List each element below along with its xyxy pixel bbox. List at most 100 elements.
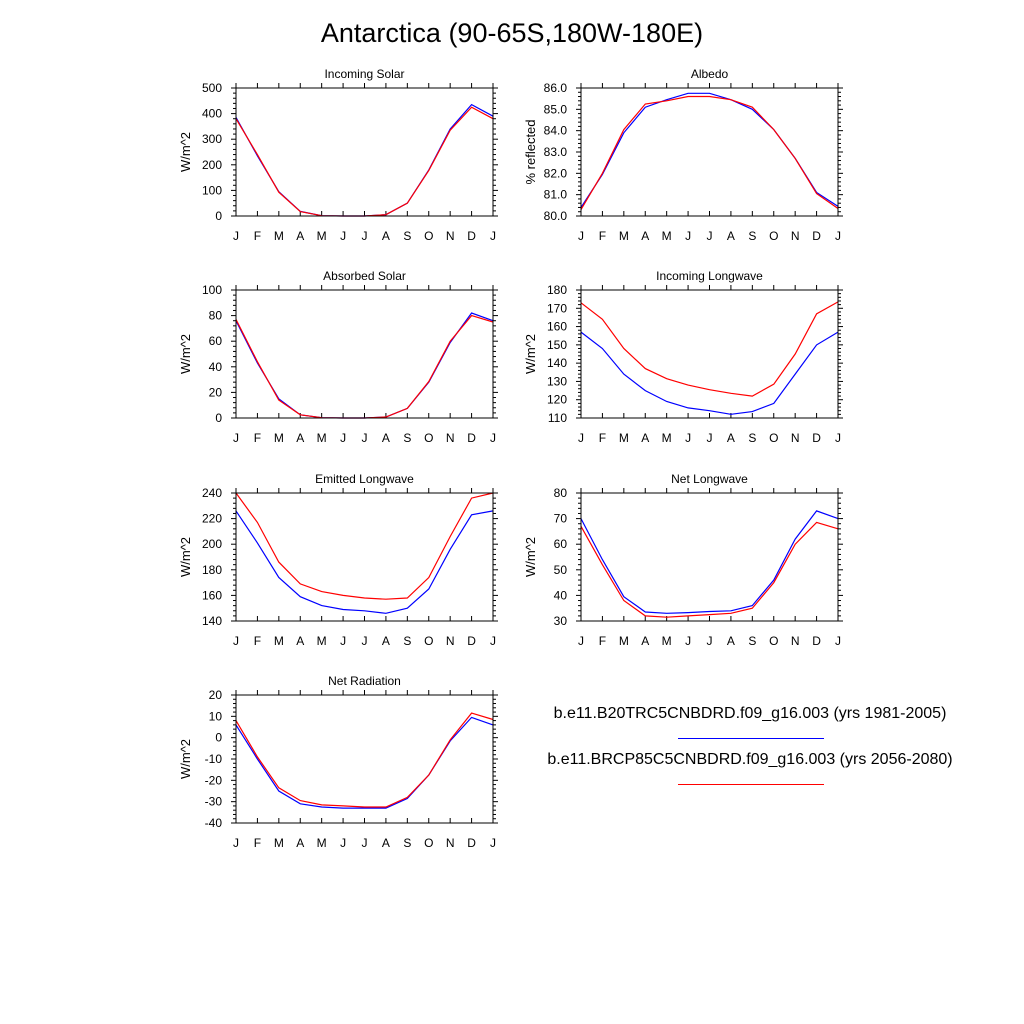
- y-tick-label: 140: [547, 356, 567, 370]
- series-line-case1: [580, 510, 839, 614]
- y-tick-label: 80.0: [544, 209, 568, 223]
- y-tick-label: 180: [547, 283, 567, 297]
- x-tick-label: J: [362, 836, 368, 850]
- x-tick-label: S: [748, 634, 756, 648]
- x-tick-label: M: [317, 229, 327, 243]
- x-tick-label: S: [403, 431, 411, 445]
- plot-frame: [235, 492, 494, 622]
- y-tick-label: 85.0: [544, 102, 568, 116]
- plot-frame: [580, 87, 839, 217]
- x-tick-label: J: [490, 634, 496, 648]
- x-tick-label: A: [382, 431, 390, 445]
- x-tick-label: F: [254, 634, 261, 648]
- x-tick-label: F: [599, 431, 606, 445]
- x-tick-label: J: [578, 634, 584, 648]
- y-tick-label: 300: [202, 132, 222, 146]
- panel-title: Net Radiation: [328, 674, 401, 688]
- panel-title: Absorbed Solar: [323, 269, 406, 283]
- x-tick-label: M: [662, 229, 672, 243]
- x-tick-label: N: [446, 431, 455, 445]
- y-tick-label: 83.0: [544, 145, 568, 159]
- y-tick-label: 40: [209, 360, 223, 374]
- x-tick-label: J: [233, 634, 239, 648]
- x-tick-label: F: [254, 836, 261, 850]
- x-tick-label: J: [362, 634, 368, 648]
- x-tick-label: J: [707, 431, 713, 445]
- y-tick-label: 180: [202, 563, 222, 577]
- plot-frame: [235, 87, 494, 217]
- figure-title: Antarctica (90-65S,180W-180E): [320, 18, 704, 48]
- series-line-case1: [580, 331, 839, 415]
- y-tick-label: 0: [215, 731, 222, 745]
- x-tick-label: S: [403, 229, 411, 243]
- x-tick-label: J: [490, 836, 496, 850]
- x-tick-label: J: [578, 431, 584, 445]
- x-tick-label: O: [424, 431, 433, 445]
- x-tick-label: N: [446, 836, 455, 850]
- panel-title: Incoming Longwave: [656, 269, 763, 283]
- y-tick-label: 110: [548, 411, 567, 425]
- x-tick-label: J: [685, 229, 691, 243]
- y-tick-label: 200: [202, 537, 222, 551]
- series-line-case1: [235, 103, 494, 217]
- y-tick-label: 81.0: [544, 188, 568, 202]
- x-tick-label: A: [727, 634, 735, 648]
- x-tick-label: D: [467, 836, 476, 850]
- x-tick-label: J: [233, 836, 239, 850]
- x-tick-label: O: [424, 836, 433, 850]
- series-line-case2: [235, 712, 494, 808]
- x-tick-label: J: [707, 229, 713, 243]
- x-tick-label: A: [641, 431, 649, 445]
- plot-frame: [235, 694, 494, 824]
- y-tick-label: 30: [554, 614, 568, 628]
- x-tick-label: J: [685, 431, 691, 445]
- x-tick-label: J: [835, 634, 841, 648]
- y-tick-label: 500: [202, 81, 222, 95]
- y-axis-label: W/m^2: [523, 537, 538, 577]
- x-tick-label: M: [317, 836, 327, 850]
- plot-frame: [235, 289, 494, 419]
- x-tick-label: M: [274, 229, 284, 243]
- x-tick-label: J: [340, 229, 346, 243]
- y-tick-label: 200: [202, 158, 222, 172]
- x-tick-label: N: [791, 634, 800, 648]
- y-tick-label: -40: [205, 816, 223, 830]
- y-axis-label: W/m^2: [523, 334, 538, 374]
- x-tick-label: S: [748, 431, 756, 445]
- x-tick-label: D: [467, 634, 476, 648]
- y-axis-label: W/m^2: [178, 739, 193, 779]
- y-tick-label: 100: [202, 183, 222, 197]
- x-tick-label: M: [662, 431, 672, 445]
- y-tick-label: 70: [554, 512, 568, 526]
- x-tick-label: A: [641, 634, 649, 648]
- y-tick-label: 40: [554, 588, 568, 602]
- x-tick-label: M: [662, 634, 672, 648]
- y-tick-label: 10: [209, 709, 223, 723]
- series-line-case2: [580, 301, 839, 397]
- x-tick-label: M: [274, 431, 284, 445]
- x-tick-label: A: [641, 229, 649, 243]
- legend-label-case1: b.e11.B20TRC5CNBDRD.f09_g16.003 (yrs 198…: [553, 705, 947, 722]
- y-tick-label: 170: [547, 301, 567, 315]
- x-tick-label: A: [727, 431, 735, 445]
- x-tick-label: J: [578, 229, 584, 243]
- x-tick-label: J: [340, 836, 346, 850]
- x-tick-label: A: [296, 634, 304, 648]
- x-tick-label: S: [403, 836, 411, 850]
- x-tick-label: F: [599, 634, 606, 648]
- y-axis-label: W/m^2: [178, 537, 193, 577]
- x-tick-label: A: [296, 431, 304, 445]
- x-tick-label: M: [317, 634, 327, 648]
- y-tick-label: 86.0: [544, 81, 568, 95]
- x-tick-label: M: [619, 431, 629, 445]
- y-tick-label: 0: [215, 209, 222, 223]
- y-tick-label: 50: [554, 563, 568, 577]
- y-tick-label: 220: [202, 512, 222, 526]
- y-tick-label: 80: [554, 486, 568, 500]
- x-tick-label: M: [274, 634, 284, 648]
- series-line-case1: [235, 312, 494, 419]
